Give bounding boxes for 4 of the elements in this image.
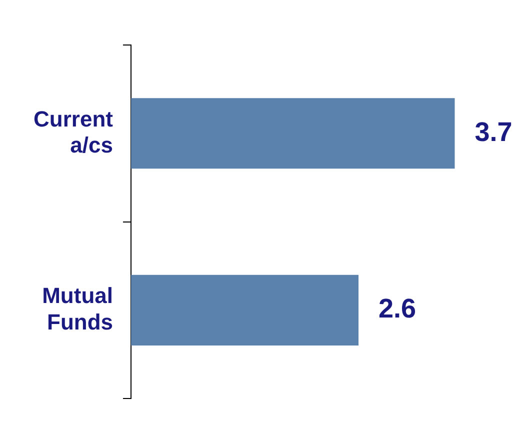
data-label: 2.6 — [378, 294, 416, 324]
y-tick-label: Current a/cs — [34, 106, 114, 158]
data-label: 3.7 — [474, 116, 512, 147]
y-tick-label: Mutual Funds — [42, 283, 113, 334]
